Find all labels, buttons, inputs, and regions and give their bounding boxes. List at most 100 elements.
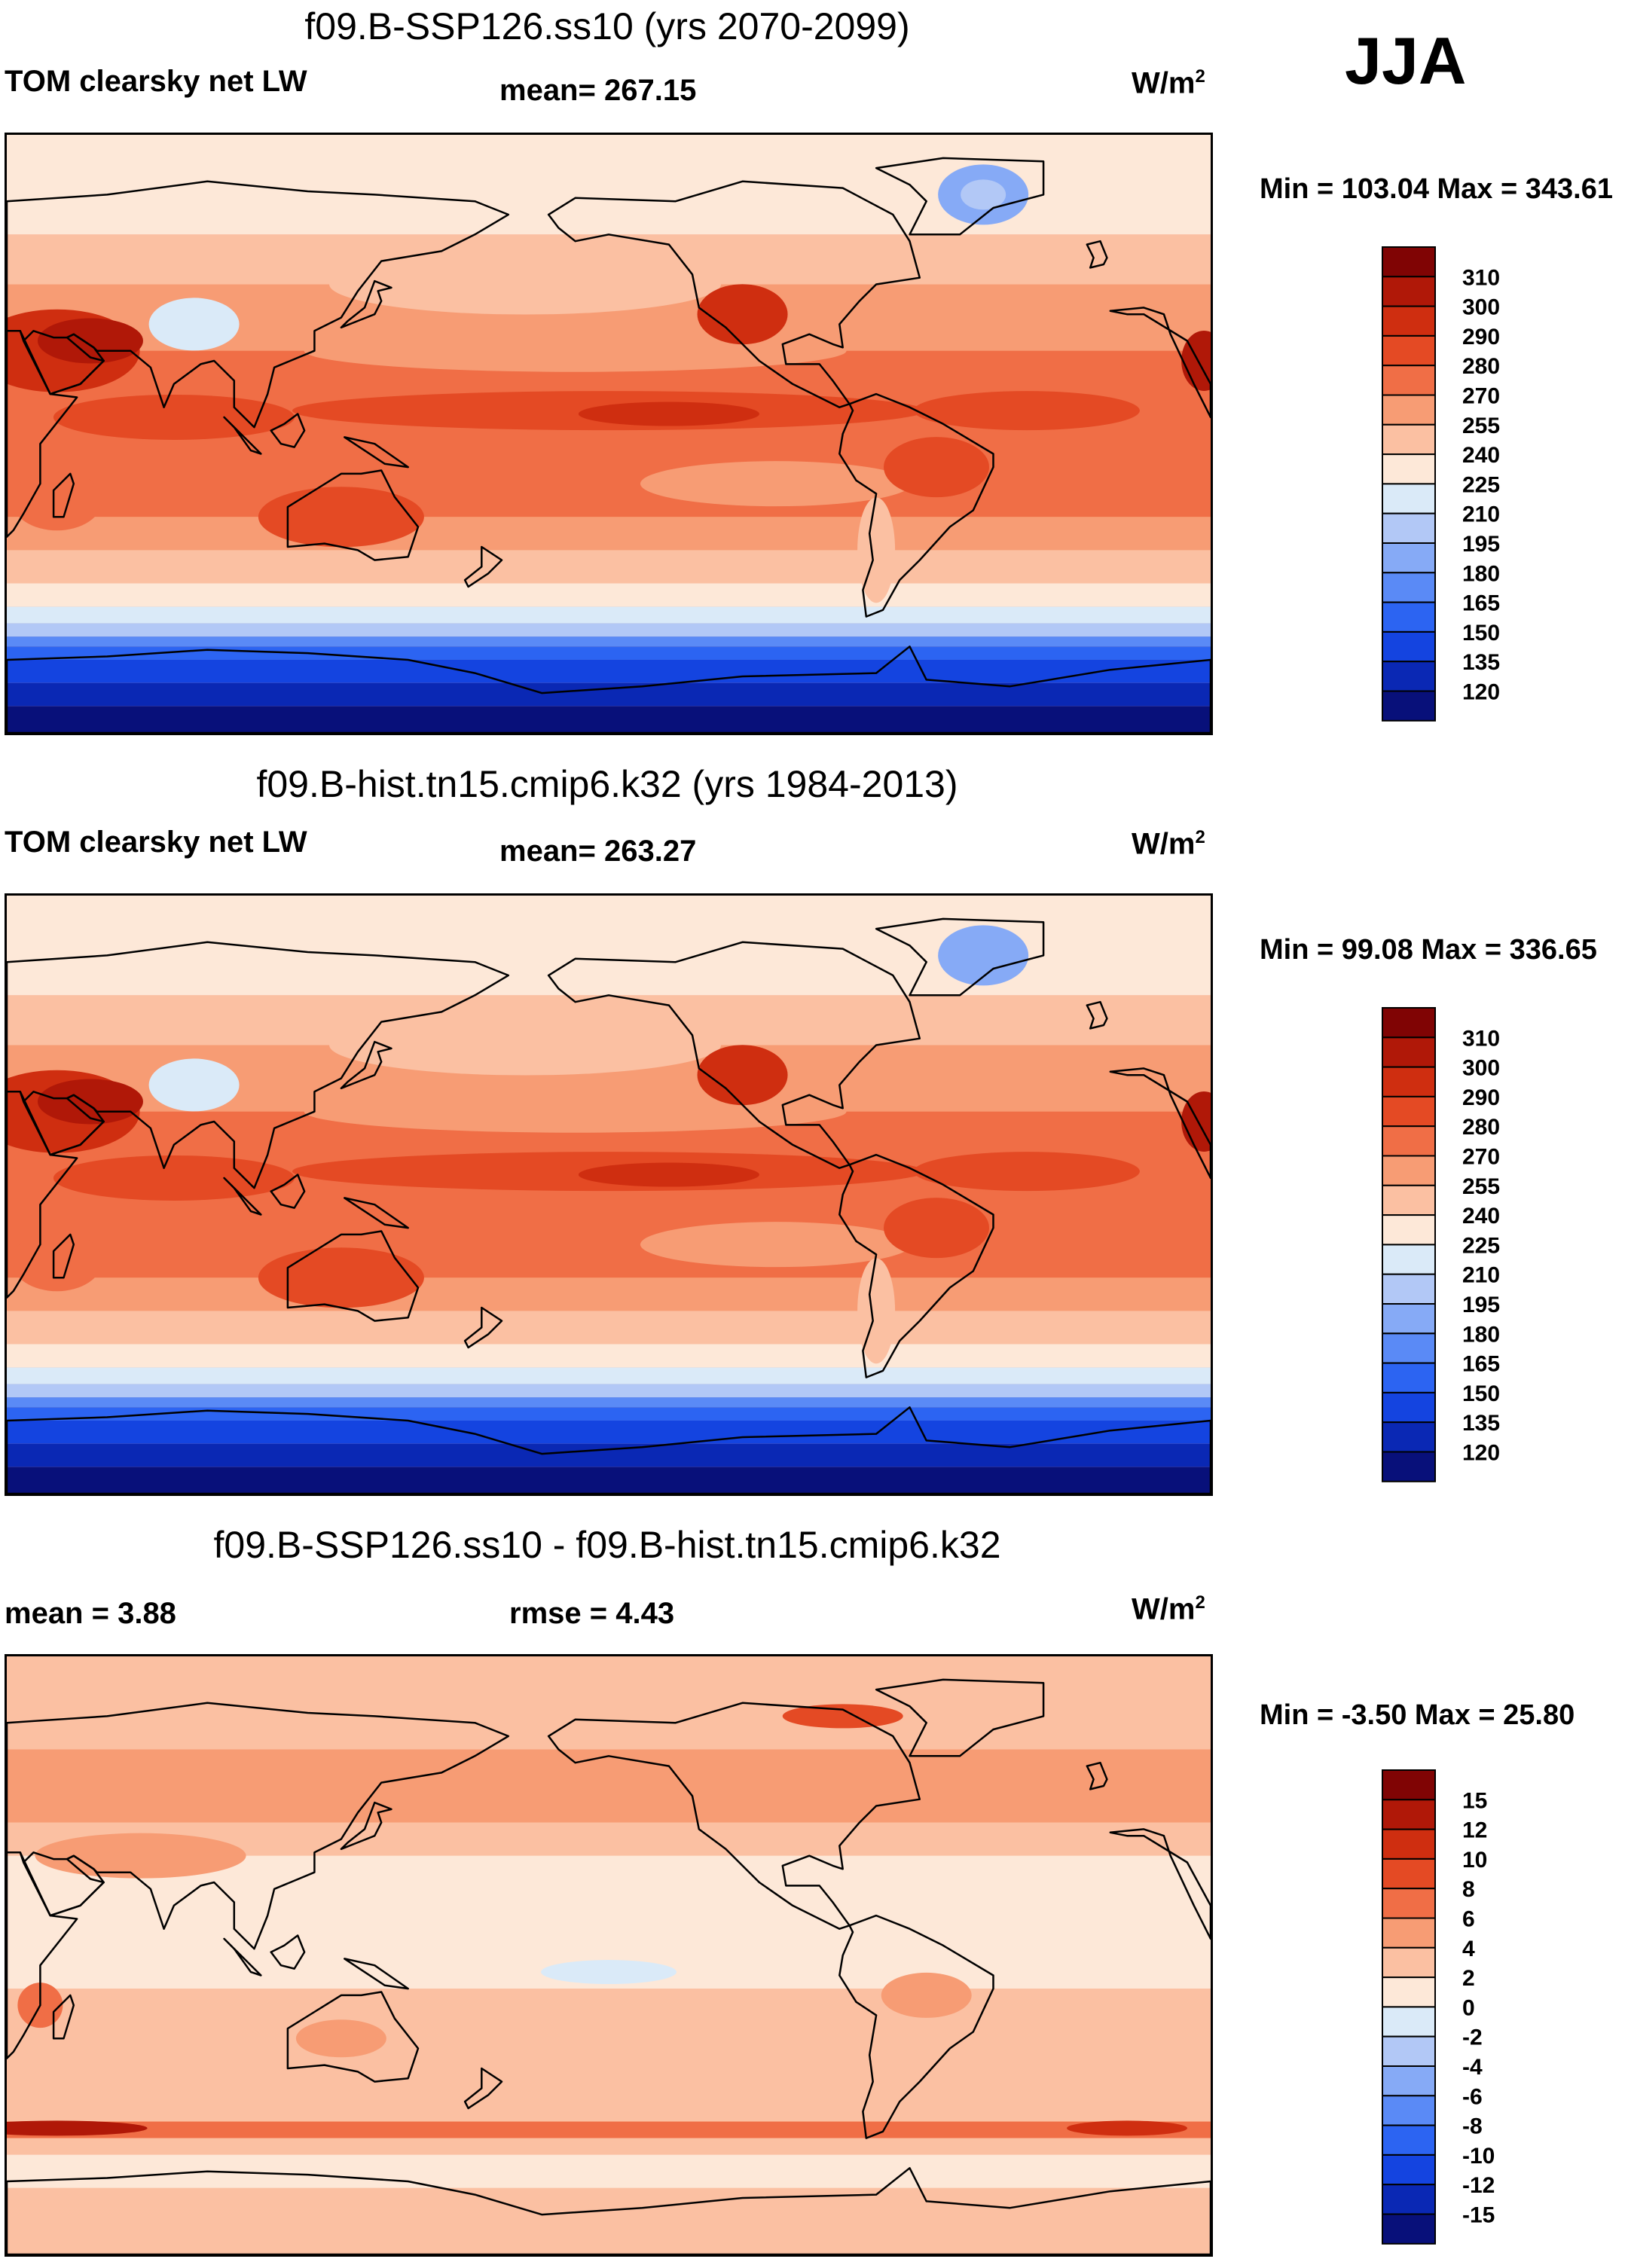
panel-2-map-svg xyxy=(7,896,1211,1494)
colorbar-box xyxy=(1382,1799,1436,1830)
southern-africa xyxy=(11,1231,102,1292)
brazil-warm xyxy=(884,437,990,498)
sahara-west-hot xyxy=(1181,330,1211,391)
panel-3-mean-label: mean = 3.88 xyxy=(5,1597,176,1630)
sw-north-america-hot xyxy=(697,1045,788,1106)
coastline-africaW xyxy=(1109,1828,1211,1940)
colorbar-tick-label: 225 xyxy=(1462,472,1500,497)
colorbar-box xyxy=(1382,1332,1436,1364)
panel-1-minmax: Min = 103.04 Max = 343.61 xyxy=(1260,173,1613,205)
brazil-warm xyxy=(881,1972,972,2018)
coastlines xyxy=(7,917,1211,1494)
colorbar-box xyxy=(1382,1946,1436,1979)
colorbar-box xyxy=(1382,1769,1436,1801)
colorbar-tick-label: 280 xyxy=(1462,1115,1500,1140)
colorbar-tick-label: 240 xyxy=(1462,1204,1500,1229)
colorbar-tick-label: 180 xyxy=(1462,1322,1500,1347)
south-indian-warm xyxy=(7,2120,148,2136)
colorbar-box xyxy=(1382,1095,1436,1128)
southern-ocean-band-1 xyxy=(7,1344,1211,1368)
colorbar-box xyxy=(1382,1857,1436,1890)
southern-ocean-band-5 xyxy=(7,1407,1211,1421)
pacific-subtropic xyxy=(304,1090,847,1133)
colorbar-box xyxy=(1382,512,1436,545)
panel-2-variable-label: TOM clearsky net LW xyxy=(5,826,307,859)
southern-ocean-band xyxy=(7,2138,1211,2155)
atlantic-itcz xyxy=(913,1152,1140,1192)
coastline-japan xyxy=(340,279,392,329)
coastline-australia xyxy=(286,1991,420,2083)
tibet-plateau xyxy=(148,298,240,351)
coastline-nz xyxy=(463,2067,503,2110)
colorbar-box xyxy=(1382,246,1436,278)
greenland-core xyxy=(961,940,1006,971)
greenland-core xyxy=(961,179,1006,210)
coastline-nz xyxy=(463,1306,503,1349)
panel-1-map-svg xyxy=(7,135,1211,733)
se-pacific-cool xyxy=(640,1222,912,1268)
panel-3-unit-label: W/m2 xyxy=(1132,1592,1205,1626)
colorbar-box xyxy=(1382,1391,1436,1424)
colorbar-tick-label: -15 xyxy=(1462,2203,1495,2228)
colorbar-tick-label: 310 xyxy=(1462,1026,1500,1051)
colorbar-tick-label: 10 xyxy=(1462,1848,1487,1873)
panel-2-mean-label: mean= 263.27 xyxy=(499,835,697,868)
antarctic-band-1 xyxy=(7,1420,1211,1444)
colorbar-box xyxy=(1382,453,1436,485)
panel-1-title: f09.B-SSP126.ss10 (yrs 2070-2099) xyxy=(304,5,910,47)
unit-text: W/m xyxy=(1132,827,1196,861)
colorbar-box xyxy=(1382,394,1436,426)
southern-ocean-band-2 xyxy=(7,606,1211,624)
coastline-arabia xyxy=(22,1851,105,1917)
antarctic-band-1 xyxy=(7,659,1211,683)
panel-3-title: f09.B-SSP126.ss10 - f09.B-hist.tn15.cmip… xyxy=(213,1524,1001,1566)
panel-1-map xyxy=(5,133,1213,735)
colorbar-box xyxy=(1382,1007,1436,1039)
panel-2-unit-label: W/m2 xyxy=(1132,827,1205,861)
colorbar-tick-label: 180 xyxy=(1462,561,1500,586)
colorbar-box xyxy=(1382,601,1436,633)
colorbar-tick-label: 6 xyxy=(1462,1907,1475,1932)
colorbar-box xyxy=(1382,1155,1436,1186)
arabia-hottest xyxy=(37,1079,143,1125)
colorbar-tick-label: 255 xyxy=(1462,414,1500,438)
colorbar-box xyxy=(1382,2035,1436,2068)
panel-2-colorbar: 310 300 290 280 270 255 240 225 210 195 180 165 150 1… xyxy=(1382,1007,1533,1494)
coastline-antarctica xyxy=(7,1406,1211,1494)
colorbar-box xyxy=(1382,630,1436,663)
southern-ocean-band-4 xyxy=(7,636,1211,647)
colorbar-box xyxy=(1382,1828,1436,1860)
colorbar-tick-label: 280 xyxy=(1462,354,1500,379)
colorbar-box xyxy=(1382,1184,1436,1216)
north-pacific-cool xyxy=(329,1015,722,1076)
australia-warm xyxy=(258,1247,424,1308)
colorbar-tick-label: 310 xyxy=(1462,265,1500,290)
colorbar-box xyxy=(1382,2095,1436,2126)
coastline-arabia xyxy=(22,1091,105,1156)
colorbar-tick-label: 135 xyxy=(1462,1411,1500,1436)
colorbar-tick-label: 12 xyxy=(1462,1818,1487,1843)
colorbar-tick-label: 270 xyxy=(1462,384,1500,409)
colorbar-box xyxy=(1382,423,1436,456)
panel-3-map-svg xyxy=(7,1656,1211,2254)
colorbar-box xyxy=(1382,1917,1436,1949)
colorbar-tick-label: 290 xyxy=(1462,1085,1500,1110)
colorbar-tick-label: -12 xyxy=(1462,2173,1495,2198)
south-atlantic-warm xyxy=(1067,2120,1188,2136)
colorbar-box xyxy=(1382,1976,1436,2008)
panel-2-title: f09.B-hist.tn15.cmip6.k32 (yrs 1984-2013… xyxy=(256,763,958,805)
colorbar-tick-label: -10 xyxy=(1462,2144,1495,2169)
colorbar-box xyxy=(1382,334,1436,367)
colorbar-tick-label: 15 xyxy=(1462,1788,1487,1813)
colorbar-box xyxy=(1382,1066,1436,1097)
coastline-madagascar xyxy=(52,1233,75,1279)
tibet-plateau xyxy=(148,1058,240,1112)
antarctica-band xyxy=(7,2187,1211,2254)
brazil-warm xyxy=(884,1198,990,1259)
colorbar-tick-label: 225 xyxy=(1462,1233,1500,1258)
colorbar-box xyxy=(1382,2154,1436,2186)
pacific-warm-pool xyxy=(578,1162,759,1187)
coastline-southAmerica xyxy=(838,1914,994,2139)
colorbar-tick-label: 150 xyxy=(1462,621,1500,646)
coastline-sumatra xyxy=(223,1937,262,1976)
